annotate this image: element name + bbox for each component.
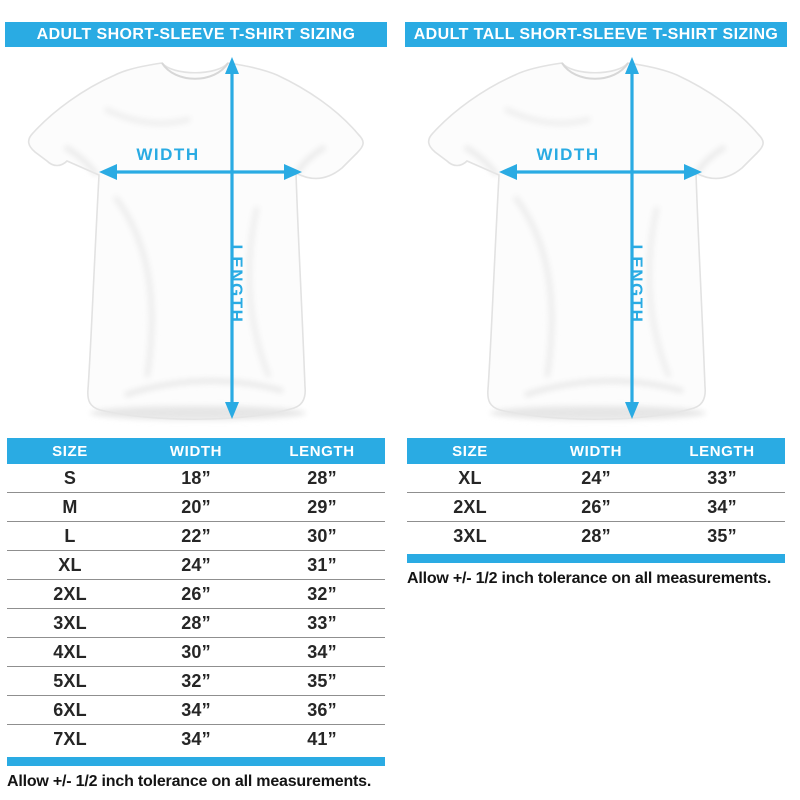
header-width: WIDTH <box>569 442 623 460</box>
header-width: WIDTH <box>169 442 223 460</box>
table-cell: 36” <box>307 699 337 720</box>
table-row: 6XL 34” 36” <box>7 695 385 724</box>
width-label: WIDTH <box>136 145 199 164</box>
table-cell: 32” <box>181 670 211 691</box>
accent-bar <box>7 757 385 766</box>
table-cell: 26” <box>181 583 211 604</box>
table-cell: 20” <box>181 496 211 517</box>
width-arrow-right-icon <box>284 164 302 180</box>
table-cell: 18” <box>181 467 211 488</box>
table-cell: XL <box>458 467 482 488</box>
size-table-body: XL 24” 33” 2XL 26” 34” 3XL 28” 35” <box>407 464 785 550</box>
table-row: S 18” 28” <box>7 464 385 492</box>
table-row: 3XL 28” 33” <box>7 608 385 637</box>
table-cell: 28” <box>181 612 211 633</box>
length-label: LENGTH <box>627 245 646 324</box>
table-cell: 22” <box>181 525 211 546</box>
table-row: 7XL 34” 41” <box>7 724 385 753</box>
measurement-arrows: WIDTH LENGTH <box>499 57 702 419</box>
length-label: LENGTH <box>227 245 246 324</box>
panel-adult-tall: ADULT TALL SHORT-SLEEVE T-SHIRT SIZING <box>405 22 787 588</box>
header-size: SIZE <box>452 442 488 460</box>
tshirt-illustration: WIDTH LENGTH <box>427 57 764 420</box>
table-cell: 28” <box>581 525 611 546</box>
tolerance-note: Allow +/- 1/2 inch tolerance on all meas… <box>407 570 772 587</box>
width-arrow-left-icon <box>99 164 117 180</box>
length-arrow-up-icon <box>625 57 639 74</box>
table-cell: 24” <box>181 554 211 575</box>
tolerance-note: Allow +/- 1/2 inch tolerance on all meas… <box>7 773 372 790</box>
table-cell: 30” <box>307 525 337 546</box>
panel-title: ADULT SHORT-SLEEVE T-SHIRT SIZING <box>36 25 356 43</box>
width-arrow-left-icon <box>499 164 517 180</box>
table-cell: 33” <box>707 467 737 488</box>
table-cell: 28” <box>307 467 337 488</box>
table-cell: 29” <box>307 496 337 517</box>
length-arrow-up-icon <box>225 57 239 74</box>
table-cell: 31” <box>307 554 337 575</box>
accent-bar <box>407 554 785 563</box>
table-row: 4XL 30” 34” <box>7 637 385 666</box>
table-row: XL 24” 33” <box>407 464 785 492</box>
table-row: 2XL 26” 32” <box>7 579 385 608</box>
size-table-header: SIZE WIDTH LENGTH <box>7 438 385 464</box>
table-cell: M <box>62 496 78 517</box>
tshirt-shading <box>63 106 327 420</box>
tshirt-diagram: WIDTH LENGTH <box>405 47 787 431</box>
table-cell: 3XL <box>453 525 487 546</box>
table-cell: 34” <box>181 699 211 720</box>
panel-title-banner: ADULT SHORT-SLEEVE T-SHIRT SIZING <box>5 22 387 47</box>
table-cell: 4XL <box>53 641 87 662</box>
panel-adult: ADULT SHORT-SLEEVE T-SHIRT SIZING <box>5 22 387 791</box>
size-table-header: SIZE WIDTH LENGTH <box>407 438 785 464</box>
table-cell: 41” <box>307 728 337 749</box>
tshirt-illustration: WIDTH LENGTH <box>27 57 364 420</box>
size-table-body: S 18” 28” M 20” 29” L 22” 30” XL 24” 31” 2XL 26” 32” 3X… <box>7 464 385 753</box>
table-row: 2XL 26” 34” <box>407 492 785 521</box>
table-cell: 35” <box>707 525 737 546</box>
length-arrow-down-icon <box>625 402 639 419</box>
panel-title: ADULT TALL SHORT-SLEEVE T-SHIRT SIZING <box>413 25 779 43</box>
table-cell: XL <box>58 554 82 575</box>
table-cell: 35” <box>307 670 337 691</box>
table-cell: 33” <box>307 612 337 633</box>
header-length: LENGTH <box>289 442 355 460</box>
table-cell: 30” <box>181 641 211 662</box>
table-cell: 2XL <box>453 496 487 517</box>
table-cell: 5XL <box>53 670 87 691</box>
table-row: 3XL 28” 35” <box>407 521 785 550</box>
table-cell: 6XL <box>53 699 87 720</box>
tshirt-shape <box>27 62 364 420</box>
panel-title-banner: ADULT TALL SHORT-SLEEVE T-SHIRT SIZING <box>405 22 787 47</box>
table-row: 5XL 32” 35” <box>7 666 385 695</box>
table-cell: 34” <box>707 496 737 517</box>
table-cell: 34” <box>181 728 211 749</box>
header-size: SIZE <box>52 442 88 460</box>
table-row: L 22” 30” <box>7 521 385 550</box>
width-arrow-right-icon <box>684 164 702 180</box>
tshirt-collar <box>561 62 629 80</box>
table-cell: 34” <box>307 641 337 662</box>
header-length: LENGTH <box>689 442 755 460</box>
table-cell: 7XL <box>53 728 87 749</box>
table-cell: 2XL <box>53 583 87 604</box>
table-row: XL 24” 31” <box>7 550 385 579</box>
table-cell: 24” <box>581 467 611 488</box>
table-cell: S <box>63 467 77 488</box>
table-cell: 32” <box>307 583 337 604</box>
size-table: SIZE WIDTH LENGTH XL 24” 33” 2XL 26” 34” 3XL 28… <box>407 438 785 550</box>
tshirt-diagram: WIDTH LENGTH <box>5 47 387 431</box>
length-arrow-down-icon <box>225 402 239 419</box>
size-table: SIZE WIDTH LENGTH S 18” 28” M 20” 29” L 22” 30” X… <box>7 438 385 753</box>
table-cell: 26” <box>581 496 611 517</box>
table-cell: 3XL <box>53 612 87 633</box>
measurement-arrows: WIDTH LENGTH <box>99 57 302 419</box>
tshirt-shape <box>427 62 764 420</box>
tshirt-shading <box>463 106 727 420</box>
width-label: WIDTH <box>536 145 599 164</box>
tshirt-collar <box>161 62 229 80</box>
table-row: M 20” 29” <box>7 492 385 521</box>
table-cell: L <box>64 525 76 546</box>
